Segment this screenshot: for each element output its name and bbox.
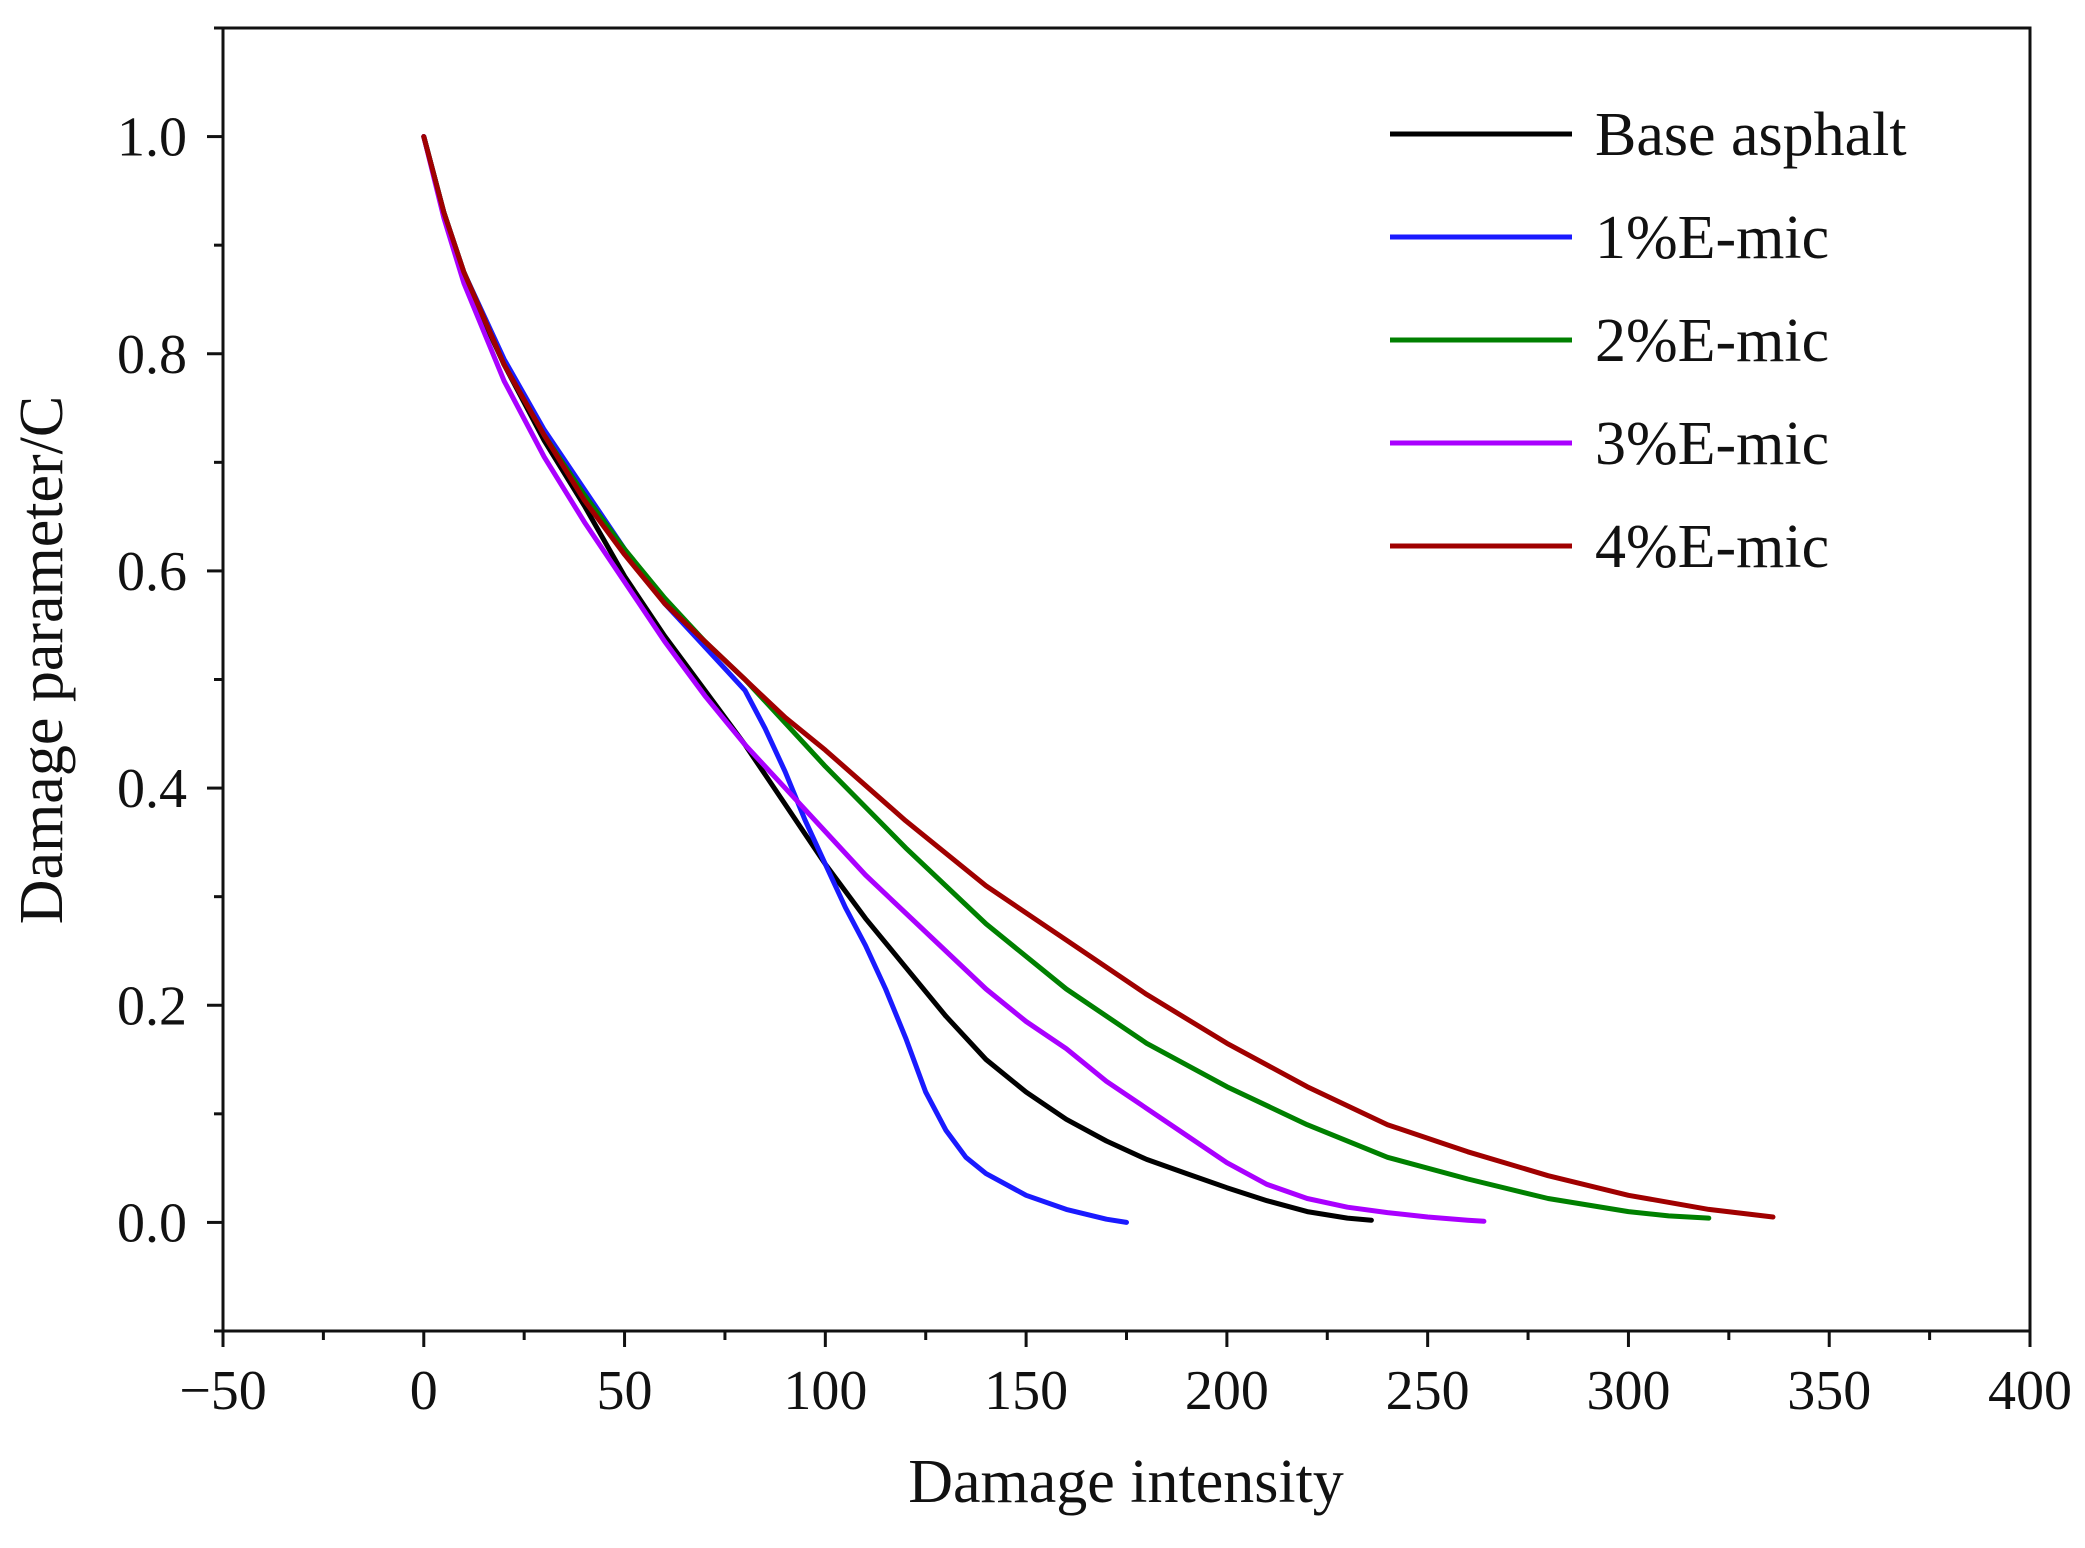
series-line-1 (421, 134, 1129, 1225)
legend: Base asphalt 1%E-mic 2%E-mic 3%E-mic 4%E-mic (1390, 101, 1907, 581)
x-tick-label: 0 (410, 1360, 438, 1422)
legend-label-3: 3%E-mic (1595, 410, 1829, 478)
series-line-4 (421, 134, 1776, 1220)
x-tick-label: 200 (1185, 1360, 1269, 1422)
y-tick-label: 0.6 (117, 541, 187, 603)
x-tick-label: 150 (984, 1360, 1068, 1422)
x-axis-title: Damage intensity (908, 1448, 1344, 1516)
x-tick-label: 300 (1586, 1360, 1670, 1422)
y-tick-label: 0.8 (117, 324, 187, 386)
legend-label-1: 1%E-mic (1595, 204, 1829, 272)
series-line-2 (421, 134, 1712, 1221)
legend-label-4: 4%E-mic (1595, 513, 1829, 581)
y-tick-label: 0.2 (117, 975, 187, 1037)
x-tick-label: 350 (1787, 1360, 1871, 1422)
legend-label-2: 2%E-mic (1595, 307, 1829, 375)
y-tick-label: 0.0 (117, 1192, 187, 1254)
y-tick-label: 0.4 (117, 758, 187, 820)
x-tick-label: 250 (1386, 1360, 1470, 1422)
x-tick-label: 50 (597, 1360, 653, 1422)
legend-label-0: Base asphalt (1595, 101, 1907, 169)
axes: −50 0 50 100 150 200 250 300 350 400 0.0 0.2 0.4 0.6 0… (117, 26, 2072, 1422)
series-line-0 (421, 134, 1374, 1223)
y-tick-label: 1.0 (117, 107, 187, 169)
y-axis-title: Damage parameter/C (8, 396, 76, 924)
x-tick-label: 100 (783, 1360, 867, 1422)
x-tick-label: −50 (179, 1360, 267, 1422)
x-tick-label: 400 (1988, 1360, 2072, 1422)
series-line-3 (421, 134, 1487, 1224)
series-layer (421, 134, 1776, 1225)
